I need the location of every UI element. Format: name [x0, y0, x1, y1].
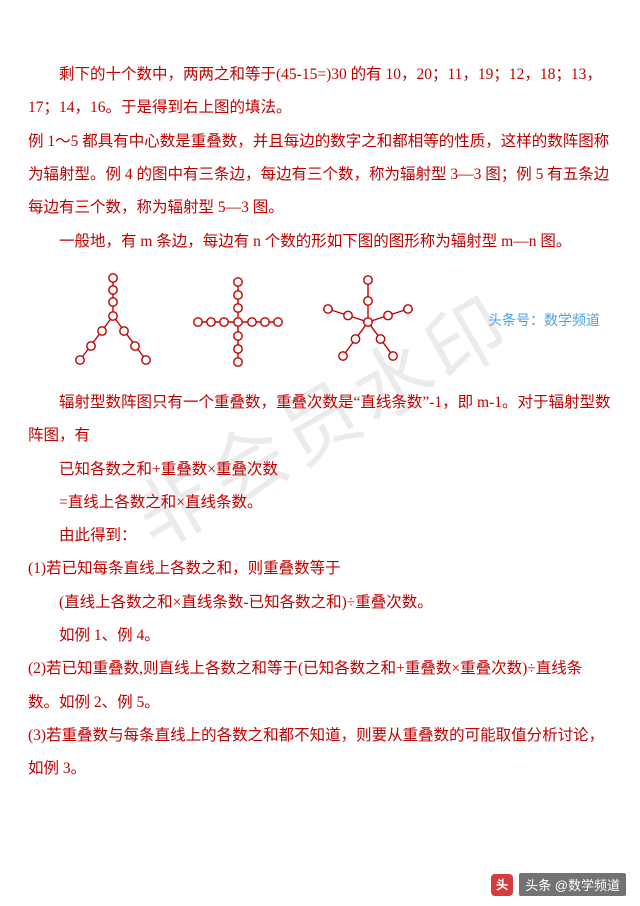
diagram-row: 头条号：数学频道 [28, 258, 612, 386]
paragraph: (直线上各数之和×直线条数-已知各数之和)÷重叠次数。 [28, 586, 612, 619]
footer-text: 头条 @数学频道 [519, 873, 626, 896]
paragraph: (3)若重叠数与每条直线上的各数之和都不知道，则要从重叠数的可能取值分析讨论，如… [28, 719, 612, 786]
paragraph: 剩下的十个数中，两两之和等于(45-15=)30 的有 10，20；11，19；… [28, 58, 612, 125]
diagram-star-shape [318, 272, 418, 372]
paragraph: 由此得到： [28, 519, 612, 552]
diagram-plus-shape [188, 272, 288, 372]
paragraph: 一般地，有 m 条边，每边有 n 个数的形如下图的图形称为辐射型 m—n 图。 [28, 225, 612, 258]
footer: 头 头条 @数学频道 [491, 873, 626, 896]
channel-label: 头条号：数学频道 [488, 307, 600, 337]
paragraph: (2)若已知重叠数,则直线上各数之和等于(已知各数之和+重叠数×重叠次数)÷直线… [28, 652, 612, 719]
paragraph: =直线上各数之和×直线条数。 [28, 486, 612, 519]
paragraph: 已知各数之和+重叠数×重叠次数 [28, 453, 612, 486]
paragraph: 如例 1、例 4。 [28, 619, 612, 652]
diagram-y-shape [68, 272, 158, 372]
document-body: 剩下的十个数中，两两之和等于(45-15=)30 的有 10，20；11，19；… [0, 0, 640, 806]
paragraph: (1)若已知每条直线上各数之和，则重叠数等于 [28, 552, 612, 585]
footer-logo-icon: 头 [491, 874, 513, 896]
paragraph: 例 1～5 都具有中心数是重叠数，并且每边的数字之和都相等的性质，这样的数阵图称… [28, 125, 612, 225]
paragraph: 辐射型数阵图只有一个重叠数，重叠次数是“直线条数”-1，即 m-1。对于辐射型数… [28, 386, 612, 453]
